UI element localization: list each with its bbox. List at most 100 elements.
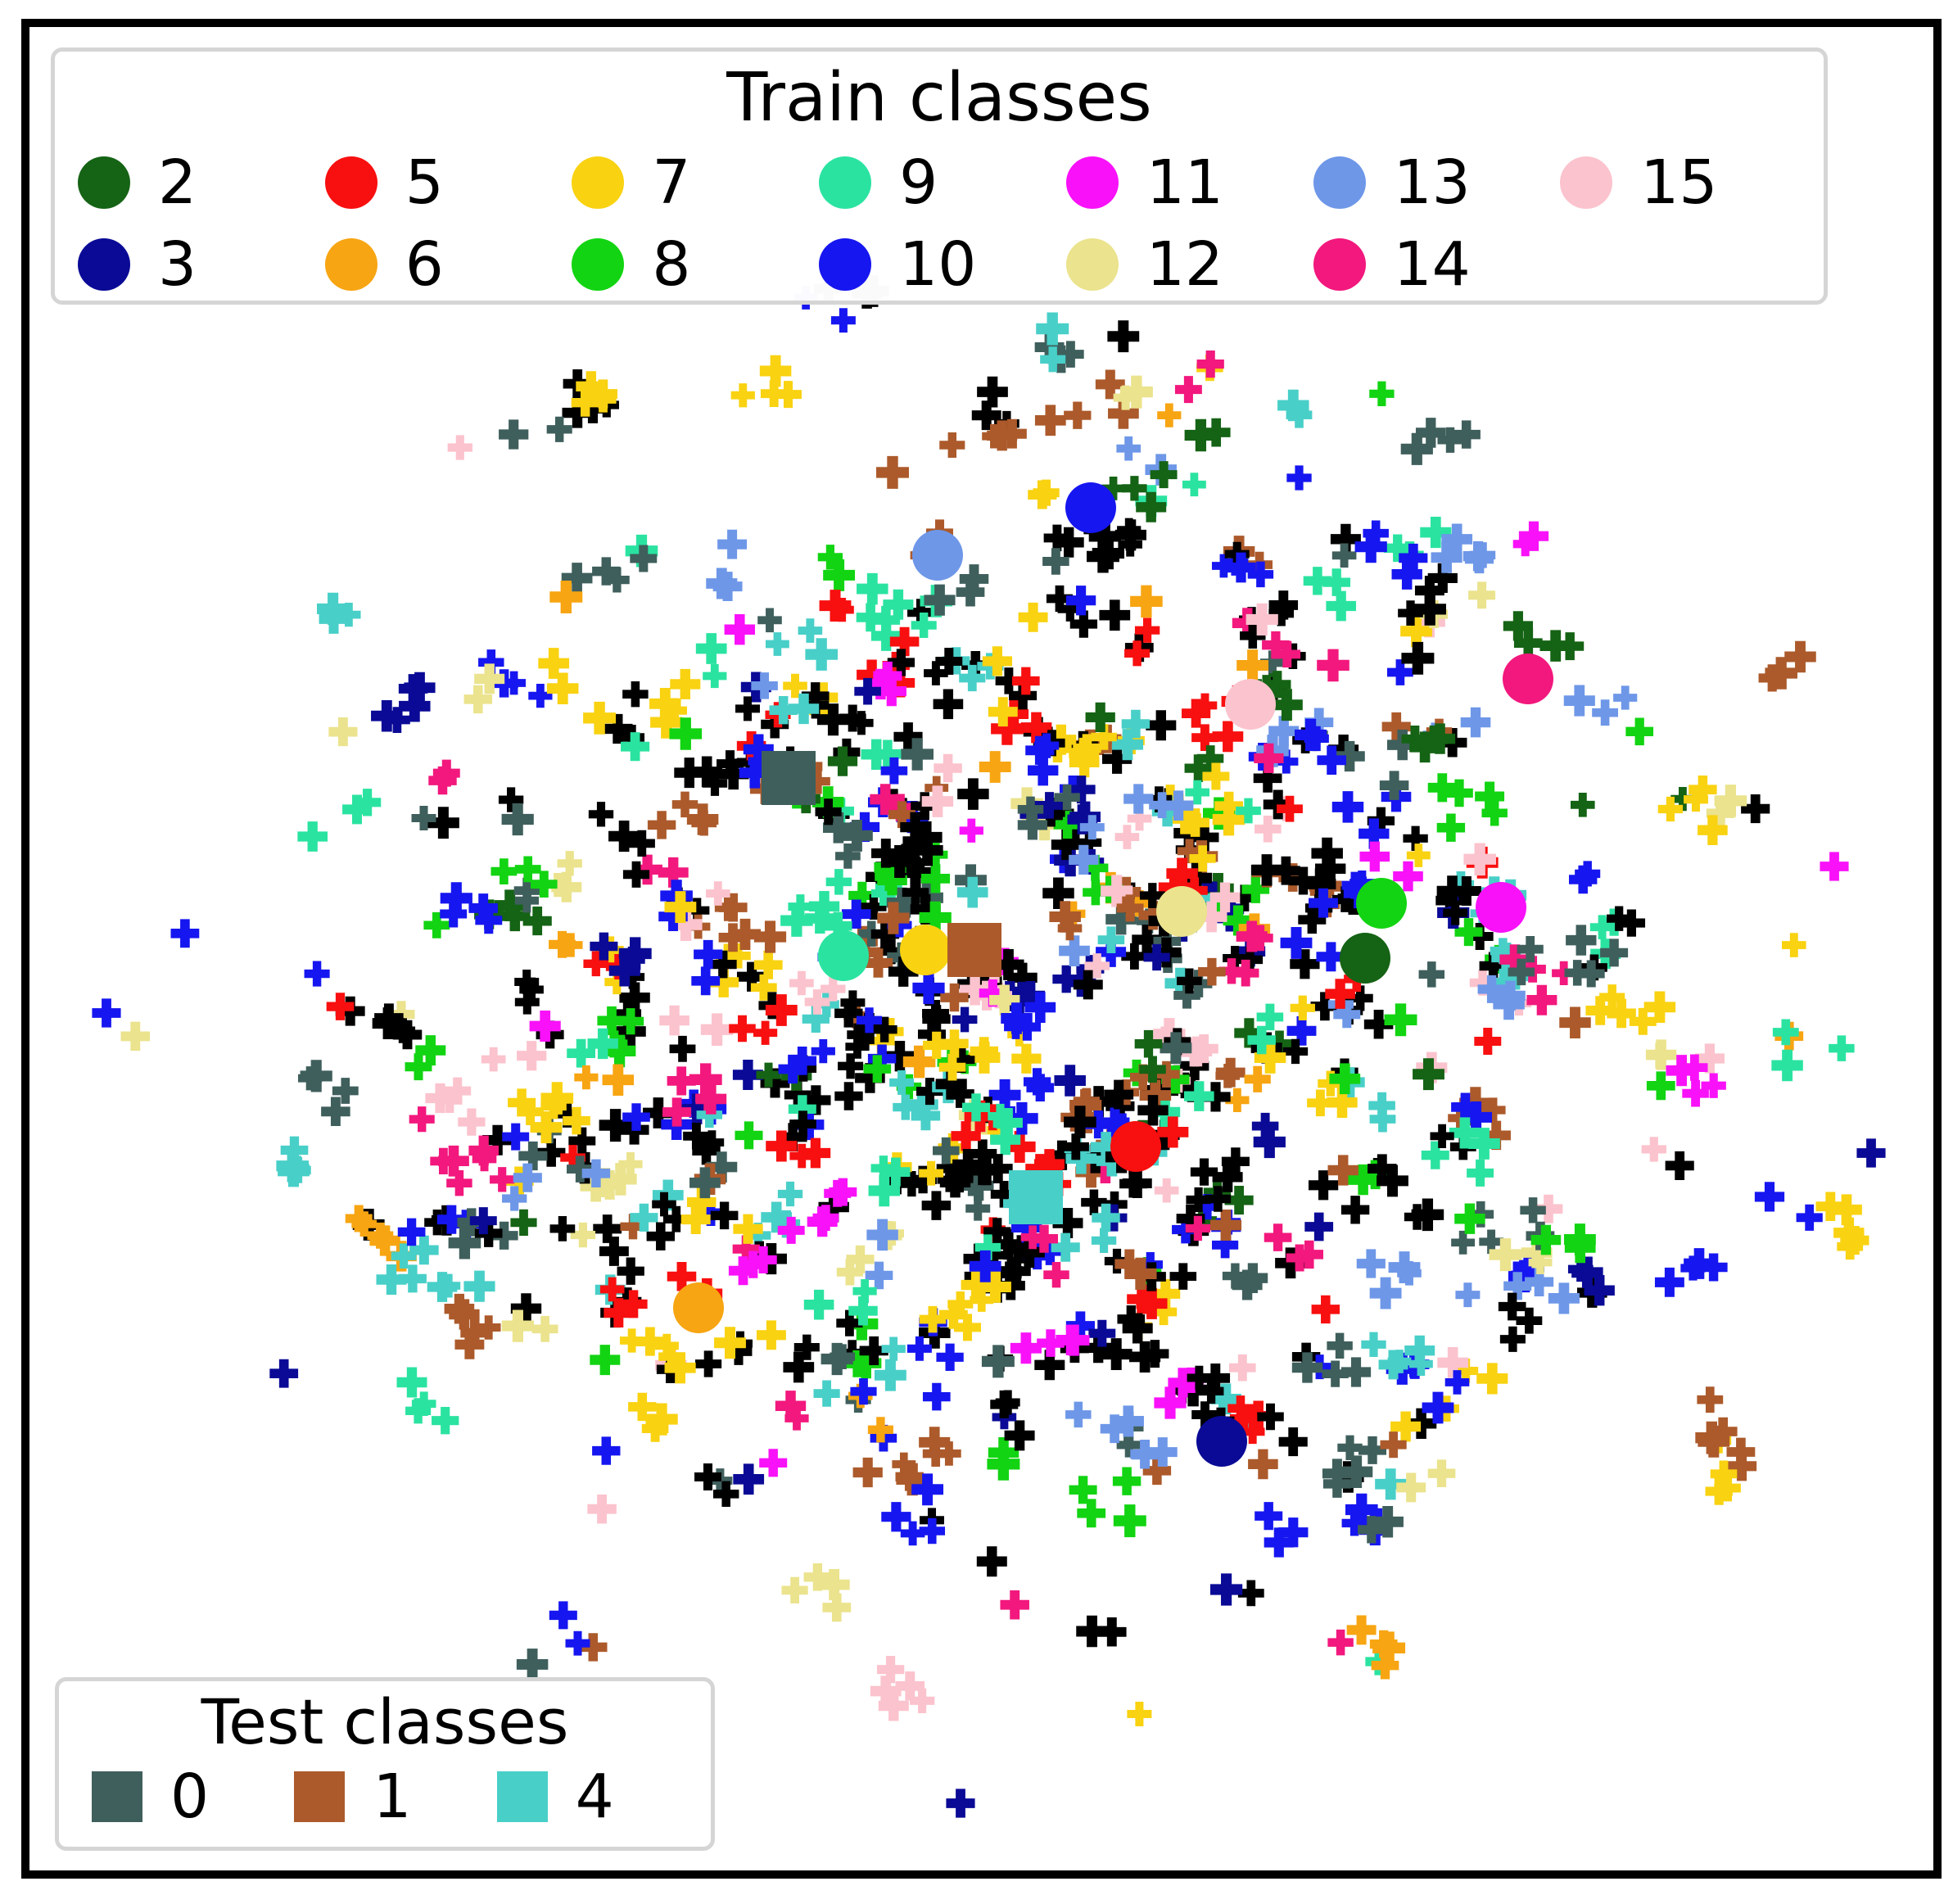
legend-label: 1 [373,1761,412,1832]
train-centroid-3 [1196,1416,1247,1467]
data-point [906,1336,932,1361]
data-point [1499,1326,1526,1352]
class-8-swatch-icon [572,238,625,292]
data-point [592,1436,621,1465]
data-point [939,432,965,459]
data-point [1520,1197,1546,1223]
data-point [1076,1615,1108,1648]
data-point [574,1065,599,1090]
data-point [1369,381,1395,406]
data-point [830,308,856,333]
data-point [659,1005,689,1036]
data-point [834,1082,863,1110]
data-point [1311,1295,1340,1324]
legend-label: 6 [405,229,444,301]
data-point [1476,1363,1508,1395]
data-point [1613,685,1638,710]
data-point [1396,1472,1426,1503]
class-4-swatch-icon [496,1771,548,1822]
data-point [730,383,755,408]
data-point [1304,1212,1334,1241]
data-point [463,1270,495,1302]
class-5-swatch-icon [324,156,377,210]
data-point [700,1013,734,1046]
train-legend-grid: 2 3 5 6 7 8 9 [78,142,1807,305]
data-point [1654,1267,1684,1297]
class-3-swatch-icon [78,238,130,292]
data-point [912,971,945,1005]
data-point [1388,1251,1421,1284]
data-point [805,638,838,671]
data-point [427,807,459,839]
data-point [622,681,649,708]
data-point [1340,1196,1370,1224]
data-point [865,1261,893,1290]
data-point [1107,320,1140,353]
data-point [1331,543,1357,568]
class-1-swatch-icon [294,1771,346,1822]
data-point [531,1315,558,1342]
data-point [669,1035,696,1062]
data-point [813,1380,840,1407]
data-point [671,791,698,818]
data-point [1474,1028,1502,1055]
data-point [1571,793,1595,817]
data-point [1427,1459,1456,1488]
data-point [617,1257,644,1285]
data-point [1327,1332,1353,1359]
data-point [1253,1125,1286,1159]
legend-entry-class-0: 0 [92,1760,294,1834]
data-point [1361,1332,1386,1357]
data-point [756,1320,786,1350]
data-point [789,970,814,996]
class-13-swatch-icon [1313,156,1366,210]
data-point [1182,473,1206,497]
data-point [1418,961,1445,988]
legend-entry-class-9: 9 [819,142,1066,224]
data-point [646,1222,676,1250]
data-point [881,1336,906,1361]
test-legend: Test classes 0 1 4 [55,1677,715,1851]
legend-entry-class-13: 13 [1313,142,1561,224]
data-point [1665,1151,1694,1180]
data-point [757,608,782,633]
data-point [1771,1049,1803,1082]
data-point [1782,933,1806,957]
data-point [565,1630,590,1656]
data-point [856,603,885,632]
data-point [936,1343,964,1371]
data-point [1451,1230,1476,1255]
train-centroid-14 [1503,654,1553,704]
data-point [514,856,541,883]
data-point [1641,1137,1666,1162]
data-point [647,811,676,839]
data-point [717,529,748,559]
data-point [1196,350,1224,378]
data-point [1646,1042,1673,1069]
data-point [979,751,1011,783]
data-point [1127,1702,1152,1726]
data-point [765,632,789,656]
data-point [703,663,727,689]
data-point [959,818,983,843]
data-point [1112,1467,1142,1495]
data-point [1452,420,1481,449]
data-point [1331,791,1364,823]
legend-label: 5 [405,147,444,219]
data-point [1464,544,1494,574]
data-point [517,1041,547,1071]
data-point [1154,1178,1179,1203]
data-point [1369,1106,1396,1133]
legend-label: 15 [1640,147,1718,219]
data-point [1290,995,1315,1020]
data-point [1010,1332,1042,1364]
legend-label: 12 [1146,229,1224,301]
data-point [501,803,534,836]
legend-entry-class-11: 11 [1065,142,1313,224]
data-point [1359,841,1390,872]
legend-label: 0 [170,1761,210,1832]
data-point [1592,699,1619,726]
train-centroid-8 [1356,878,1407,929]
legend-label: 11 [1146,147,1224,219]
data-point [1548,1282,1580,1314]
